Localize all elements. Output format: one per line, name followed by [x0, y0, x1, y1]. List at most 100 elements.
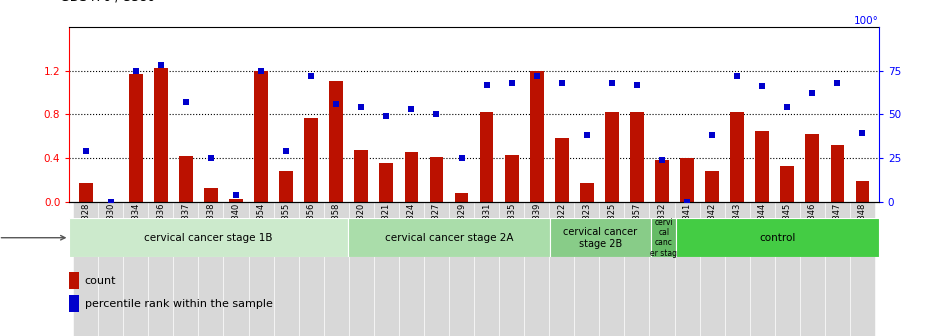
Text: cervical cancer
stage 2B: cervical cancer stage 2B	[563, 227, 637, 249]
Bar	[800, 202, 825, 336]
Bar	[680, 158, 694, 202]
Bar	[254, 71, 268, 202]
Point	[680, 199, 695, 204]
Point	[79, 148, 93, 154]
Bar	[749, 202, 775, 336]
Bar	[274, 202, 299, 336]
Text: GDS470 / 3380: GDS470 / 3380	[60, 0, 155, 3]
Bar	[674, 202, 699, 336]
Point	[604, 80, 619, 85]
Bar	[524, 202, 549, 336]
Point	[780, 104, 795, 110]
Bar	[348, 218, 550, 257]
Point	[154, 62, 168, 68]
Bar	[475, 202, 500, 336]
Bar	[806, 134, 820, 202]
Point	[504, 80, 519, 85]
Point	[655, 157, 670, 162]
Point	[404, 106, 419, 112]
Bar	[705, 171, 719, 202]
Bar	[530, 71, 544, 202]
Bar	[204, 188, 218, 202]
Point	[278, 148, 293, 154]
Bar	[69, 218, 348, 257]
Point	[329, 101, 344, 107]
Point	[104, 199, 118, 204]
Bar	[449, 202, 475, 336]
Bar	[304, 118, 318, 202]
Bar	[324, 202, 349, 336]
Bar	[69, 295, 79, 312]
Text: 100°: 100°	[854, 16, 879, 26]
Bar	[299, 202, 324, 336]
Bar	[173, 202, 199, 336]
Text: count: count	[85, 276, 117, 286]
Bar	[379, 163, 393, 202]
Text: control: control	[759, 233, 796, 243]
Bar	[229, 200, 243, 202]
Bar	[651, 218, 676, 257]
Point	[529, 73, 544, 79]
Text: cervical cancer stage 1B: cervical cancer stage 1B	[144, 233, 273, 243]
Bar	[699, 202, 724, 336]
Bar	[500, 202, 524, 336]
Point	[204, 155, 218, 161]
Bar	[850, 202, 875, 336]
Text: percentile rank within the sample: percentile rank within the sample	[85, 299, 273, 308]
Point	[454, 155, 469, 161]
Point	[253, 68, 268, 73]
Point	[579, 132, 594, 138]
Text: cervical cancer stage 2A: cervical cancer stage 2A	[385, 233, 513, 243]
Point	[379, 113, 394, 119]
Bar	[73, 202, 98, 336]
Bar	[655, 160, 669, 202]
Bar	[781, 166, 795, 202]
Bar	[580, 183, 594, 202]
Point	[554, 80, 569, 85]
Bar	[329, 81, 343, 202]
Bar	[179, 156, 192, 202]
Point	[429, 112, 444, 117]
Bar	[599, 202, 624, 336]
Point	[705, 132, 720, 138]
Point	[354, 104, 369, 110]
Point	[179, 99, 193, 105]
Bar	[374, 202, 399, 336]
Bar	[148, 202, 173, 336]
Bar	[756, 131, 769, 202]
Bar	[605, 112, 619, 202]
Bar	[505, 155, 519, 202]
Bar	[825, 202, 850, 336]
Bar	[354, 150, 368, 202]
Text: cervi
cal
canc
er stag: cervi cal canc er stag	[650, 218, 677, 258]
Bar	[775, 202, 800, 336]
Bar	[730, 112, 744, 202]
Point	[805, 91, 820, 96]
Bar	[349, 202, 374, 336]
Point	[630, 82, 645, 87]
Bar	[199, 202, 224, 336]
Bar	[555, 138, 569, 202]
Bar	[630, 112, 644, 202]
Point	[755, 84, 770, 89]
Bar	[129, 74, 142, 202]
Bar	[574, 202, 599, 336]
Bar	[831, 145, 845, 202]
Bar	[624, 202, 649, 336]
Bar	[69, 272, 79, 289]
Bar	[856, 181, 869, 202]
Bar	[224, 202, 249, 336]
Point	[855, 131, 870, 136]
Bar	[123, 202, 148, 336]
Bar	[429, 157, 443, 202]
Bar	[154, 69, 167, 202]
Point	[129, 68, 143, 73]
Bar	[480, 112, 493, 202]
Bar	[424, 202, 449, 336]
Point	[730, 73, 745, 79]
Bar	[724, 202, 749, 336]
Bar	[676, 218, 879, 257]
Bar	[279, 171, 293, 202]
Bar	[649, 202, 674, 336]
Bar	[79, 183, 92, 202]
